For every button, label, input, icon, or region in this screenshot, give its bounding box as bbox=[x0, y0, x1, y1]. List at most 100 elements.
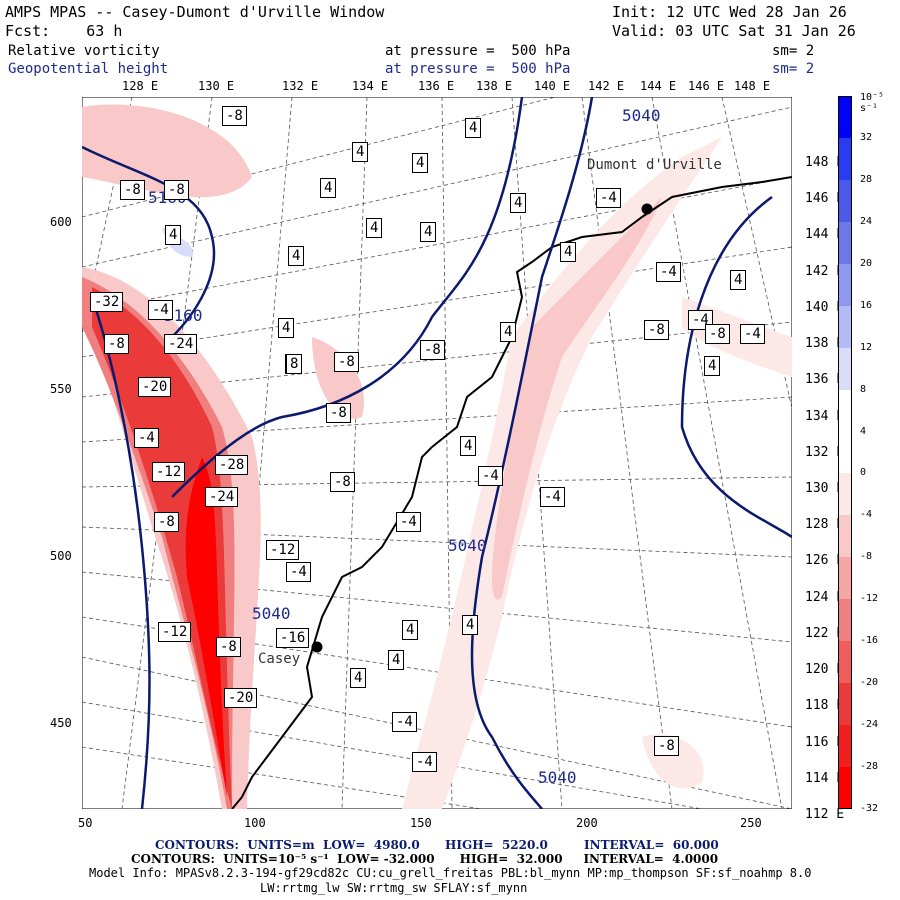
y-tick-label: 550 bbox=[50, 382, 72, 396]
lon-label: 144 E bbox=[640, 79, 677, 93]
colorbar-tick-label: 24 bbox=[860, 215, 873, 227]
vorticity-label: -8 bbox=[334, 352, 359, 372]
right-axis-label: 140 E bbox=[805, 299, 845, 315]
plot-title: AMPS MPAS -- Casey-Dumont d'Urville Wind… bbox=[5, 3, 385, 21]
height-contour-label: 5040 bbox=[538, 768, 577, 787]
field1-smoothing: sm= 2 bbox=[772, 43, 815, 59]
lon-label: 128 E bbox=[122, 79, 159, 93]
vorticity-label: -24 bbox=[205, 487, 239, 507]
right-axis-label: 146 E bbox=[805, 191, 845, 207]
colorbar-swatch bbox=[838, 96, 852, 139]
vorticity-label: -28 bbox=[215, 455, 249, 475]
vorticity-label: 4 bbox=[412, 153, 429, 173]
colorbar-swatch bbox=[838, 431, 852, 474]
x-tick-label: 250 bbox=[740, 816, 762, 830]
lon-label: 132 E bbox=[282, 79, 319, 93]
vorticity-label: -4 bbox=[596, 188, 621, 208]
vorticity-label: -32 bbox=[90, 292, 124, 312]
colorbar-tick-label: -20 bbox=[860, 677, 879, 689]
colorbar-swatch bbox=[838, 389, 852, 433]
vorticity-label: -8 bbox=[120, 180, 145, 200]
right-axis-label: 114 E bbox=[805, 770, 845, 786]
vorticity-label: -8 bbox=[420, 340, 445, 360]
right-axis-label: 142 E bbox=[805, 263, 845, 279]
x-tick-label: 50 bbox=[78, 816, 93, 830]
vorticity-label: 4 bbox=[460, 436, 477, 456]
lon-label: 134 E bbox=[352, 79, 389, 93]
colorbar-swatch bbox=[838, 347, 852, 391]
colorbar-swatch bbox=[838, 641, 852, 684]
right-axis-label: 138 E bbox=[805, 336, 845, 352]
vorticity-label: -12 bbox=[158, 622, 192, 642]
dumont-durville-marker bbox=[641, 203, 653, 215]
vorticity-label: -4 bbox=[286, 562, 311, 582]
colorbar-tick-label: 0 bbox=[860, 467, 867, 479]
lon-label: 136 E bbox=[418, 79, 455, 93]
colorbar-tick-label: 8 bbox=[860, 383, 867, 395]
vorticity-label: 4 bbox=[704, 356, 721, 376]
y-tick-label: 450 bbox=[50, 716, 72, 730]
vorticity-label: 8 bbox=[286, 354, 303, 374]
right-axis-label: 130 E bbox=[805, 481, 845, 496]
field1-name: Relative vorticity bbox=[8, 43, 160, 59]
right-axis-label: 116 E bbox=[805, 734, 845, 750]
vorticity-label: 4 bbox=[350, 668, 367, 688]
vorticity-label: 4 bbox=[465, 118, 482, 138]
height-contour-interval: INTERVAL= 60.000 bbox=[584, 838, 719, 852]
vorticity-label: 4 bbox=[388, 650, 405, 670]
vorticity-label: -8 bbox=[154, 512, 179, 532]
colorbar-tick-label: -4 bbox=[860, 509, 873, 521]
colorbar-swatch bbox=[838, 179, 852, 223]
vorticity-label: -4 bbox=[656, 262, 681, 282]
x-tick-label: 100 bbox=[244, 816, 266, 830]
lon-label: 146 E bbox=[688, 79, 725, 93]
right-axis-label: 124 E bbox=[805, 589, 845, 605]
right-axis-label: 148 E bbox=[805, 155, 845, 170]
coastline bbox=[231, 176, 792, 809]
vorticity-label: -8 bbox=[216, 637, 241, 657]
lon-label: 138 E bbox=[476, 79, 513, 93]
vorticity-label: -8 bbox=[705, 324, 730, 344]
lon-label: 142 E bbox=[588, 79, 625, 93]
right-axis-label: 136 E bbox=[805, 372, 845, 388]
lon-label: 148 E bbox=[734, 79, 771, 93]
colorbar-swatch bbox=[838, 221, 852, 265]
valid-time: Valid: 03 UTC Sat 31 Jan 26 bbox=[612, 22, 856, 40]
station-dumont-durville: Dumont d'Urville bbox=[587, 157, 722, 173]
colorbar-tick-label: -28 bbox=[860, 761, 879, 773]
field1-level: at pressure = 500 hPa bbox=[385, 43, 571, 59]
init-time: Init: 12 UTC Wed 28 Jan 26 bbox=[612, 3, 847, 21]
colorbar-tick-label: 32 bbox=[860, 131, 873, 143]
x-tick-label: 200 bbox=[576, 816, 598, 830]
y-tick-label: 600 bbox=[50, 215, 72, 229]
vorticity-label: 4 bbox=[730, 270, 747, 290]
vorticity-label: -4 bbox=[148, 300, 173, 320]
vorticity-label: 4 bbox=[420, 222, 437, 242]
map-panel bbox=[82, 97, 792, 809]
vorticity-label: -8 bbox=[644, 320, 669, 340]
right-axis-label: 120 E bbox=[805, 662, 845, 678]
vorticity-label: -8 bbox=[104, 334, 129, 354]
colorbar-tick-label: -8 bbox=[860, 551, 873, 563]
colorbar-tick-label: -24 bbox=[860, 719, 879, 731]
colorbar-tick-label: 20 bbox=[860, 257, 873, 269]
vorticity-label: 4 bbox=[165, 225, 182, 245]
lon-label: 140 E bbox=[534, 79, 571, 93]
vorticity-label: -12 bbox=[266, 540, 300, 560]
colorbar-unit: 10⁻⁵ s⁻¹ bbox=[860, 92, 885, 114]
right-axis-label: 118 E bbox=[805, 698, 845, 714]
height-contour-label: 5160 bbox=[164, 306, 203, 325]
colorbar-swatch bbox=[838, 557, 852, 600]
casey-marker bbox=[311, 641, 323, 653]
colorbar-swatch bbox=[838, 263, 852, 307]
forecast-hour: Fcst: 63 h bbox=[5, 22, 123, 40]
lon-label: 130 E bbox=[198, 79, 235, 93]
vorticity-label: -8 bbox=[654, 736, 679, 756]
vorticity-label: 4 bbox=[510, 193, 527, 213]
colorbar bbox=[838, 96, 852, 810]
vorticity-label: -4 bbox=[478, 466, 503, 486]
vorticity-label: -16 bbox=[276, 628, 310, 648]
vorticity-label: -24 bbox=[164, 334, 198, 354]
height-contour-high: HIGH= 5220.0 bbox=[445, 838, 548, 852]
height-contours bbox=[82, 97, 792, 809]
